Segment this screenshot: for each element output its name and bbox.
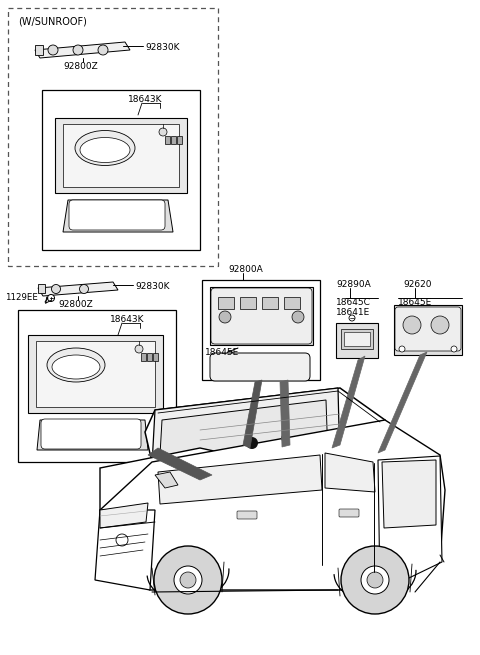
Polygon shape [210,287,313,345]
Polygon shape [63,124,179,187]
Bar [202,280,320,380]
FancyBboxPatch shape [395,307,461,351]
Polygon shape [100,503,148,528]
Circle shape [431,316,449,334]
Polygon shape [37,420,148,450]
Polygon shape [28,335,163,413]
Polygon shape [36,341,155,407]
Bar [171,136,176,144]
Polygon shape [280,380,290,447]
FancyBboxPatch shape [69,200,165,230]
Circle shape [403,316,421,334]
FancyBboxPatch shape [211,288,312,344]
FancyBboxPatch shape [339,509,359,517]
Text: 92890A: 92890A [336,280,371,289]
FancyBboxPatch shape [237,511,257,519]
Polygon shape [100,448,270,522]
Polygon shape [95,510,155,590]
Circle shape [399,346,405,352]
Polygon shape [155,472,178,488]
Circle shape [135,345,143,353]
Bar [8,8,218,266]
Text: 92800Z: 92800Z [63,62,98,71]
Text: 18645E: 18645E [398,298,432,307]
Circle shape [154,546,222,614]
Polygon shape [243,380,262,448]
Polygon shape [378,456,442,592]
Circle shape [349,315,355,321]
Circle shape [80,284,88,293]
Ellipse shape [80,138,130,162]
Text: 92800A: 92800A [228,265,263,274]
Circle shape [219,311,231,323]
Bar [153,353,158,361]
Text: 18645C: 18645C [336,298,371,307]
Text: 18645E: 18645E [205,348,239,357]
Polygon shape [325,453,375,492]
Polygon shape [382,460,436,528]
Circle shape [451,346,457,352]
Text: 18643K: 18643K [128,95,163,104]
Circle shape [116,534,128,546]
Polygon shape [158,455,322,504]
Bar [165,136,170,144]
Polygon shape [152,388,340,468]
Polygon shape [148,448,212,480]
Polygon shape [160,400,328,458]
Polygon shape [63,200,173,232]
FancyBboxPatch shape [41,419,141,449]
Ellipse shape [75,130,135,166]
Bar [35,45,43,55]
Ellipse shape [47,348,105,382]
Circle shape [98,45,108,55]
Bar [141,353,146,361]
Circle shape [180,572,196,588]
Bar [341,329,373,349]
Circle shape [159,128,167,136]
Circle shape [367,572,383,588]
Bar [42,90,200,250]
Bar [262,297,278,309]
Text: 18641E: 18641E [336,308,370,317]
Circle shape [361,566,389,594]
Polygon shape [145,388,385,468]
Bar [177,136,182,144]
Bar [344,332,370,346]
FancyBboxPatch shape [210,353,310,381]
Polygon shape [394,305,462,355]
Polygon shape [35,42,130,58]
Polygon shape [100,420,445,590]
Text: 1129EE: 1129EE [5,293,38,302]
Circle shape [48,295,55,301]
Polygon shape [332,356,365,448]
Text: 92800Z: 92800Z [58,300,93,309]
Circle shape [281,434,289,442]
Text: 92830K: 92830K [135,282,169,291]
Polygon shape [378,352,427,453]
Text: (W/SUNROOF): (W/SUNROOF) [18,16,87,26]
Bar [38,284,45,293]
Circle shape [227,351,233,357]
Ellipse shape [52,355,100,379]
Circle shape [246,437,258,449]
Bar [18,310,176,462]
Circle shape [51,284,60,293]
Bar [240,297,256,309]
Bar [218,297,234,309]
Text: 18643K: 18643K [110,315,144,324]
Circle shape [174,566,202,594]
Polygon shape [38,282,118,296]
Circle shape [341,546,409,614]
Text: 92830K: 92830K [145,43,180,52]
Circle shape [73,45,83,55]
Polygon shape [55,118,187,193]
Text: 92620: 92620 [403,280,432,289]
Circle shape [292,311,304,323]
Bar [147,353,152,361]
Polygon shape [336,323,378,358]
Circle shape [48,45,58,55]
Bar [284,297,300,309]
